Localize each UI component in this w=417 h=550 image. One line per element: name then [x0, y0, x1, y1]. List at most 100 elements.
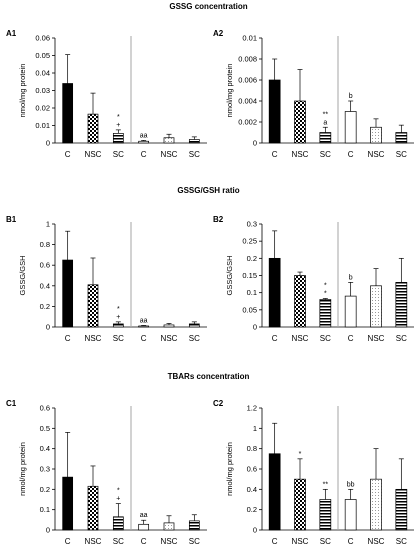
y-tick-label: 0.3 [40, 465, 50, 474]
x-tick-label: SC [189, 150, 200, 159]
y-tick-label: 0.02 [35, 104, 50, 113]
bar [87, 485, 99, 531]
bar [268, 453, 281, 531]
bar [188, 139, 200, 144]
y-tick-label: 0.05 [35, 51, 50, 60]
y-tick-label: 0.8 [247, 444, 257, 453]
y-tick-label: 0 [46, 139, 50, 148]
y-tick-label: 0.5 [40, 424, 50, 433]
section-title-gssg: GSSG concentration [169, 2, 248, 11]
x-tick-label: NSC [85, 334, 102, 343]
y-tick-label: 0.2 [40, 302, 50, 311]
x-tick-label: NSC [85, 150, 102, 159]
chart-panel-a1: A1 nmol/mg protein 0 0.01 0.02 0.03 0.04 0.05 0.… [6, 29, 207, 159]
x-tick-label: NSC [85, 537, 102, 546]
y-tick-label: 0.1 [40, 505, 50, 514]
x-tick-label: C [65, 334, 71, 343]
significance-label: b [349, 93, 353, 100]
x-tick-label: NSC [368, 334, 385, 343]
significance-label: aa [140, 317, 148, 324]
y-tick-label: 0.2 [247, 254, 257, 263]
y-tick-label: 0.05 [242, 305, 257, 314]
y-tick-label: 0.2 [247, 505, 257, 514]
x-tick-label: SC [113, 150, 124, 159]
x-tick-label: C [348, 537, 354, 546]
x-tick-label: C [65, 537, 71, 546]
bar [62, 259, 74, 328]
y-tick-label: 0.006 [238, 76, 257, 85]
y-tick-label: 0.8 [40, 240, 50, 249]
significance-label: ** [323, 481, 329, 488]
bar [138, 523, 150, 531]
significance-label: b [349, 274, 353, 281]
x-tick-label: SC [320, 150, 331, 159]
y-tick-label: 1.2 [247, 404, 257, 413]
bar [188, 520, 200, 531]
significance-label: a [323, 119, 327, 126]
significance-label: * [117, 306, 120, 313]
y-tick-label: 0.06 [35, 34, 50, 43]
y-tick-label: 0.15 [242, 271, 257, 280]
bar [112, 516, 124, 531]
y-axis-label: GSSG/GSH [18, 255, 27, 295]
bar [138, 140, 150, 144]
significance-label: * [299, 451, 302, 458]
y-tick-label: 0.01 [35, 121, 50, 130]
bar [395, 132, 408, 144]
x-tick-label: C [141, 334, 147, 343]
bar [319, 132, 332, 144]
x-tick-label: SC [189, 537, 200, 546]
bar [163, 522, 175, 531]
bar [268, 79, 281, 144]
x-tick-label: C [272, 150, 278, 159]
x-tick-label: SC [320, 334, 331, 343]
y-tick-label: 0.2 [40, 485, 50, 494]
x-tick-label: NSC [292, 537, 309, 546]
significance-label: * [117, 488, 120, 495]
significance-label: + [116, 122, 120, 129]
significance-label: aa [140, 512, 148, 519]
panel-label: C2 [213, 399, 224, 408]
section-title-ratio: GSSG/GSH ratio [177, 186, 240, 195]
bar [62, 83, 74, 144]
y-tick-label: 0.002 [238, 118, 257, 127]
y-tick-label: 0.3 [247, 220, 257, 229]
y-axis-label: nmol/mg protein [18, 64, 27, 118]
chart-panel-b2: B2 GSSG/GSH 0 0.05 0.1 0.15 0.2 0.25 0.3 C NSC SC **… [213, 215, 414, 343]
y-tick-label: 0.4 [40, 444, 50, 453]
y-tick-label: 0 [253, 526, 257, 535]
bar [370, 478, 382, 531]
significance-label: bb [347, 481, 355, 488]
x-tick-label: C [348, 150, 354, 159]
x-tick-label: NSC [161, 334, 178, 343]
x-tick-label: SC [113, 334, 124, 343]
panel-label: A2 [213, 29, 224, 38]
significance-label: + [116, 314, 120, 321]
y-tick-label: 0.25 [242, 237, 257, 246]
x-tick-label: C [141, 150, 147, 159]
panel-label: B1 [6, 215, 17, 224]
bar [138, 325, 150, 328]
y-tick-label: 0.04 [35, 69, 50, 78]
y-tick-label: 0.4 [40, 281, 50, 290]
bar [163, 137, 175, 144]
significance-label: * [324, 283, 327, 290]
bar [294, 478, 306, 531]
y-tick-label: 0.01 [242, 34, 257, 43]
chart-panel-b1: B1 GSSG/GSH 0 0.2 0.4 0.6 0.8 1 C NSC SC *+ Caa NSC SC [6, 215, 207, 343]
x-tick-label: C [141, 537, 147, 546]
x-tick-label: SC [320, 537, 331, 546]
y-tick-label: 0.004 [238, 97, 257, 106]
bar [294, 275, 306, 328]
bar [87, 284, 99, 328]
significance-label: + [116, 496, 120, 503]
chart-panel-c2: C2 nmol/mg protein 0 0.2 0.4 0.6 0.8 1 1.2 C NSC * S… [213, 399, 414, 546]
bar [319, 299, 332, 328]
y-tick-label: 0.4 [247, 485, 257, 494]
bar [112, 133, 124, 144]
x-tick-label: C [65, 150, 71, 159]
bar [112, 323, 124, 328]
chart-panel-c1: C1 nmol/mg protein 0 0.1 0.2 0.3 0.4 0.5 0.6 C NSC… [6, 399, 207, 546]
x-tick-label: NSC [292, 150, 309, 159]
